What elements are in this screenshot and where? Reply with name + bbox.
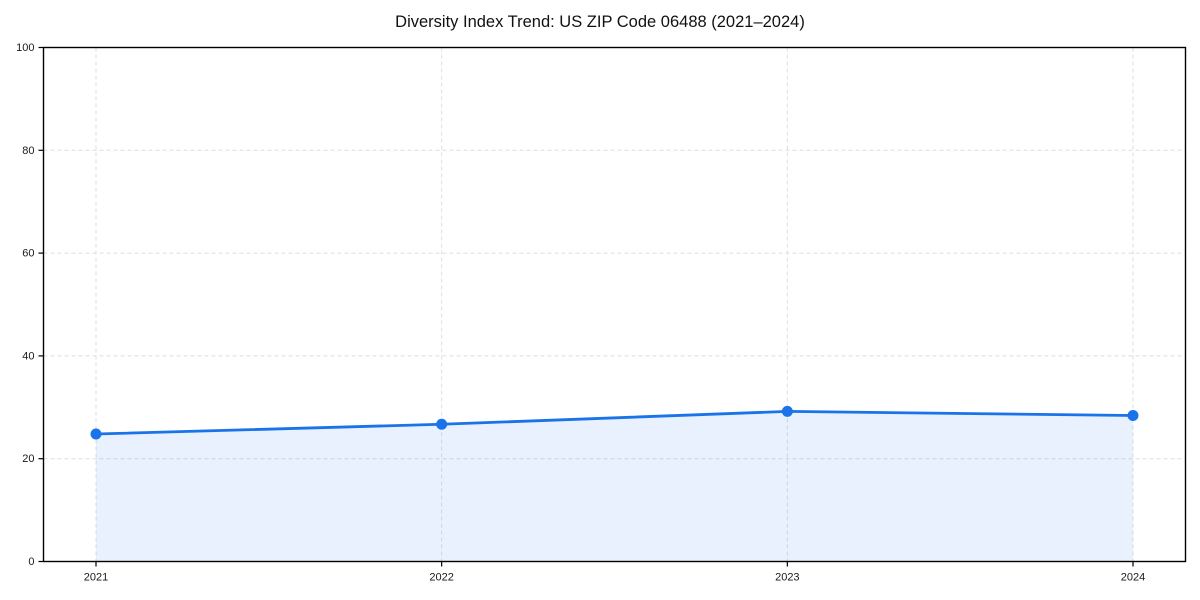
data-point-2023 bbox=[781, 405, 793, 417]
y-tick-label: 0 bbox=[28, 556, 34, 568]
data-point-2022 bbox=[436, 418, 448, 430]
data-point-2024 bbox=[1127, 410, 1139, 422]
y-tick-label: 20 bbox=[22, 453, 34, 465]
x-tick-label: 2021 bbox=[84, 572, 108, 584]
y-tick-label: 80 bbox=[22, 145, 34, 157]
x-tick-label: 2024 bbox=[1121, 572, 1145, 584]
area-fill bbox=[96, 411, 1133, 562]
chart-title: Diversity Index Trend: US ZIP Code 06488… bbox=[395, 13, 805, 31]
y-tick-label: 60 bbox=[22, 248, 34, 260]
y-tick-label: 40 bbox=[22, 350, 34, 362]
data-point-2021 bbox=[90, 428, 102, 440]
x-tick-label: 2022 bbox=[429, 572, 453, 584]
x-tick-label: 2023 bbox=[775, 572, 799, 584]
plot-border bbox=[42, 46, 1187, 563]
trend-line bbox=[94, 410, 1135, 436]
y-tick-label: 100 bbox=[16, 42, 34, 54]
